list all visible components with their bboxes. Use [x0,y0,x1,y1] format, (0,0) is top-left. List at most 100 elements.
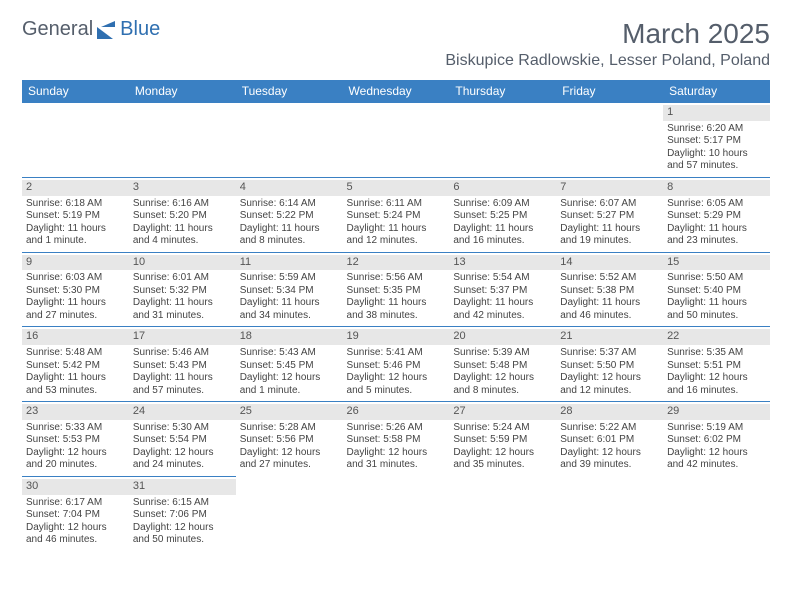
day-number: 18 [236,329,343,345]
day-number: 1 [663,105,770,121]
day-number: 12 [343,255,450,271]
day-cell: 1Sunrise: 6:20 AMSunset: 5:17 PMDaylight… [663,103,770,178]
sunrise-text: Sunrise: 6:18 AM [26,198,125,211]
day-number: 10 [129,255,236,271]
daylight-text: Daylight: 12 hours and 46 minutes. [26,522,125,547]
day-cell: 29Sunrise: 5:19 AMSunset: 6:02 PMDayligh… [663,402,770,477]
sunset-text: Sunset: 5:27 PM [560,210,659,223]
day-number: 23 [22,404,129,420]
sunset-text: Sunset: 5:25 PM [453,210,552,223]
sunrise-text: Sunrise: 6:09 AM [453,198,552,211]
sunrise-text: Sunrise: 6:16 AM [133,198,232,211]
week-row: 2Sunrise: 6:18 AMSunset: 5:19 PMDaylight… [22,177,770,252]
daylight-text: Daylight: 12 hours and 16 minutes. [667,372,766,397]
day-cell: 10Sunrise: 6:01 AMSunset: 5:32 PMDayligh… [129,252,236,327]
daylight-text: Daylight: 12 hours and 35 minutes. [453,447,552,472]
day-cell: 17Sunrise: 5:46 AMSunset: 5:43 PMDayligh… [129,327,236,402]
day-cell: 30Sunrise: 6:17 AMSunset: 7:04 PMDayligh… [22,476,129,550]
day-cell: 25Sunrise: 5:28 AMSunset: 5:56 PMDayligh… [236,402,343,477]
sunset-text: Sunset: 5:56 PM [240,434,339,447]
day-cell: 11Sunrise: 5:59 AMSunset: 5:34 PMDayligh… [236,252,343,327]
day-number: 30 [22,479,129,495]
day-header-row: SundayMondayTuesdayWednesdayThursdayFrid… [22,80,770,103]
day-cell: 23 Sunrise: 5:33 AMSunset: 5:53 PMDayligh… [22,402,129,477]
sunset-text: Sunset: 5:19 PM [26,210,125,223]
sunrise-text: Sunrise: 5:35 AM [667,347,766,360]
sunrise-text: Sunrise: 5:46 AM [133,347,232,360]
sunrise-text: Sunrise: 6:15 AM [133,497,232,510]
day-cell: 9Sunrise: 6:03 AMSunset: 5:30 PMDaylight… [22,252,129,327]
daylight-text: Daylight: 12 hours and 12 minutes. [560,372,659,397]
day-cell: 15Sunrise: 5:50 AMSunset: 5:40 PMDayligh… [663,252,770,327]
day-cell: 4Sunrise: 6:14 AMSunset: 5:22 PMDaylight… [236,177,343,252]
daylight-text: Daylight: 12 hours and 1 minute. [240,372,339,397]
day-cell: 31Sunrise: 6:15 AMSunset: 7:06 PMDayligh… [129,476,236,550]
title-block: March 2025 Biskupice Radlowskie, Lesser … [445,18,770,70]
daylight-text: Daylight: 11 hours and 53 minutes. [26,372,125,397]
daylight-text: Daylight: 11 hours and 27 minutes. [26,297,125,322]
sunset-text: Sunset: 5:24 PM [347,210,446,223]
day-number: 27 [449,404,556,420]
day-cell: 7Sunrise: 6:07 AMSunset: 5:27 PMDaylight… [556,177,663,252]
day-cell: 8Sunrise: 6:05 AMSunset: 5:29 PMDaylight… [663,177,770,252]
sunset-text: Sunset: 5:34 PM [240,285,339,298]
empty-cell [129,103,236,178]
sunrise-text: Sunrise: 5:52 AM [560,272,659,285]
sunset-text: Sunset: 5:50 PM [560,360,659,373]
sunset-text: Sunset: 5:43 PM [133,360,232,373]
day-cell: 18Sunrise: 5:43 AMSunset: 5:45 PMDayligh… [236,327,343,402]
week-row: 9Sunrise: 6:03 AMSunset: 5:30 PMDaylight… [22,252,770,327]
daylight-text: Daylight: 12 hours and 42 minutes. [667,447,766,472]
daylight-text: Daylight: 11 hours and 1 minute. [26,223,125,248]
day-cell: 13Sunrise: 5:54 AMSunset: 5:37 PMDayligh… [449,252,556,327]
sunset-text: Sunset: 5:45 PM [240,360,339,373]
empty-cell [236,103,343,178]
day-number: 11 [236,255,343,271]
day-header: Friday [556,80,663,103]
day-number: 22 [663,329,770,345]
daylight-text: Daylight: 12 hours and 5 minutes. [347,372,446,397]
day-header: Wednesday [343,80,450,103]
daylight-text: Daylight: 11 hours and 50 minutes. [667,297,766,322]
empty-cell [556,476,663,550]
logo-text-2: Blue [120,18,160,41]
sunset-text: Sunset: 5:17 PM [667,135,766,148]
sunrise-text: Sunrise: 5:33 AM [26,422,125,435]
day-header: Tuesday [236,80,343,103]
sunset-text: Sunset: 5:32 PM [133,285,232,298]
sunrise-text: Sunrise: 5:59 AM [240,272,339,285]
day-cell: 2Sunrise: 6:18 AMSunset: 5:19 PMDaylight… [22,177,129,252]
sunrise-text: Sunrise: 6:14 AM [240,198,339,211]
day-header: Sunday [22,80,129,103]
day-cell: 3Sunrise: 6:16 AMSunset: 5:20 PMDaylight… [129,177,236,252]
sunrise-text: Sunrise: 5:54 AM [453,272,552,285]
sunset-text: Sunset: 5:58 PM [347,434,446,447]
sunrise-text: Sunrise: 5:39 AM [453,347,552,360]
daylight-text: Daylight: 12 hours and 24 minutes. [133,447,232,472]
sunrise-text: Sunrise: 5:56 AM [347,272,446,285]
day-header: Saturday [663,80,770,103]
daylight-text: Daylight: 12 hours and 50 minutes. [133,522,232,547]
sunrise-text: Sunrise: 6:03 AM [26,272,125,285]
sunrise-text: Sunrise: 5:26 AM [347,422,446,435]
daylight-text: Daylight: 11 hours and 23 minutes. [667,223,766,248]
day-number: 24 [129,404,236,420]
daylight-text: Daylight: 10 hours and 57 minutes. [667,148,766,173]
daylight-text: Daylight: 11 hours and 19 minutes. [560,223,659,248]
day-number: 26 [343,404,450,420]
day-cell: 14Sunrise: 5:52 AMSunset: 5:38 PMDayligh… [556,252,663,327]
week-row: 1Sunrise: 6:20 AMSunset: 5:17 PMDaylight… [22,103,770,178]
sunset-text: Sunset: 7:04 PM [26,509,125,522]
day-cell: 20Sunrise: 5:39 AMSunset: 5:48 PMDayligh… [449,327,556,402]
day-cell: 24Sunrise: 5:30 AMSunset: 5:54 PMDayligh… [129,402,236,477]
daylight-text: Daylight: 12 hours and 20 minutes. [26,447,125,472]
sunrise-text: Sunrise: 5:22 AM [560,422,659,435]
day-cell: 6Sunrise: 6:09 AMSunset: 5:25 PMDaylight… [449,177,556,252]
sunset-text: Sunset: 5:53 PM [26,434,125,447]
day-cell: 5Sunrise: 6:11 AMSunset: 5:24 PMDaylight… [343,177,450,252]
sunrise-text: Sunrise: 5:48 AM [26,347,125,360]
sunset-text: Sunset: 5:35 PM [347,285,446,298]
sunset-text: Sunset: 7:06 PM [133,509,232,522]
sunset-text: Sunset: 5:40 PM [667,285,766,298]
sunrise-text: Sunrise: 5:37 AM [560,347,659,360]
